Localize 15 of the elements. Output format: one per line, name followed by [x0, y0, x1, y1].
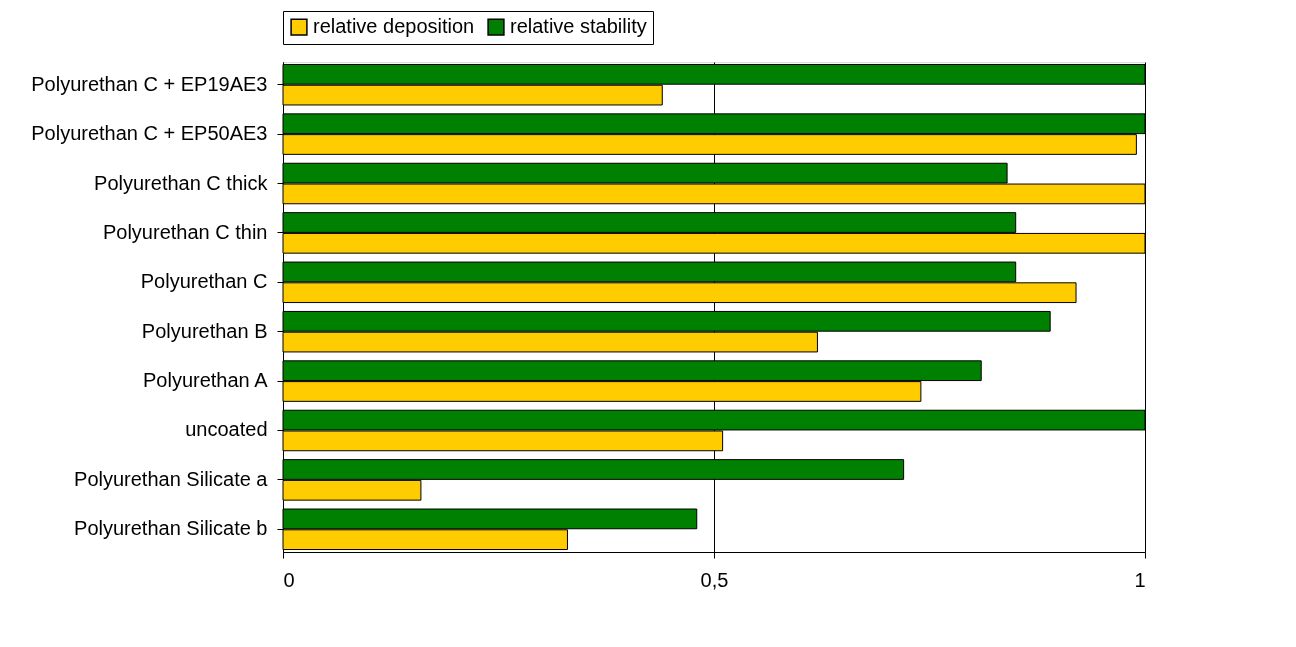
- x-tick-label: 1: [1134, 568, 1146, 591]
- y-tick-label: Polyurethan Silicate b: [74, 517, 268, 540]
- y-tick-label: Polyurethan C: [140, 270, 268, 293]
- y-tick-label: Polyurethan A: [142, 369, 269, 392]
- legend-label: relative stability: [510, 15, 647, 38]
- y-tick-label: Polyurethan B: [141, 319, 268, 342]
- y-tick-label: Polyurethan C thin: [102, 220, 268, 243]
- y-tick-label: Polyurethan C thick: [94, 171, 269, 194]
- x-tick-label: 0,5: [700, 568, 729, 591]
- y-tick-label: uncoated: [185, 418, 268, 441]
- y-tick-label: Polyurethan C + EP50AE3: [31, 122, 268, 145]
- x-tick-label: 0: [283, 568, 295, 591]
- y-tick-label: Polyurethan Silicate a: [74, 467, 269, 490]
- y-tick-label: Polyurethan C + EP19AE3: [31, 72, 268, 95]
- legend-label: relative deposition: [313, 15, 475, 38]
